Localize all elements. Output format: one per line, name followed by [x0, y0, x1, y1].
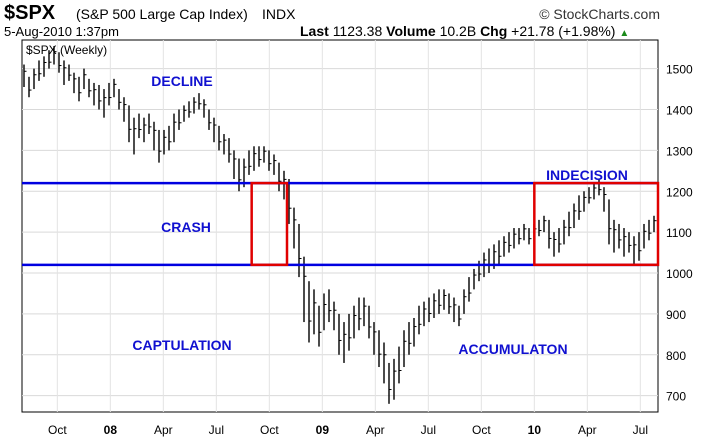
volume-value: 10.2B: [439, 23, 477, 39]
y-tick-label: 1400: [666, 103, 693, 117]
plot-frame: [21, 39, 659, 413]
y-axis: 700 800 900 1000 1100 1200 1300 1400 1500: [666, 63, 693, 404]
y-tick-label: 1300: [666, 144, 693, 158]
x-tick-label: Jul: [209, 423, 224, 437]
quote-line: Last 1123.38 Volume 10.2B Chg +21.78 (+1…: [300, 23, 629, 39]
annotation-label: INDECISION: [546, 167, 628, 183]
y-tick-label: 700: [666, 390, 686, 404]
exchange-label: INDX: [262, 6, 296, 22]
annotation-label: CRASH: [161, 219, 211, 235]
highlight-box: [250, 181, 289, 267]
y-tick-label: 1100: [666, 226, 692, 240]
grid-lines: [22, 40, 658, 412]
x-tick-label: Apr: [154, 423, 173, 437]
chg-label: Chg: [480, 23, 508, 39]
last-label: Last: [300, 23, 329, 39]
x-tick-label: Oct: [48, 423, 67, 437]
y-tick-label: 1200: [666, 185, 693, 199]
y-tick-label: 1500: [666, 63, 693, 77]
x-tick-label: Oct: [472, 423, 491, 437]
index-name: (S&P 500 Large Cap Index): [76, 6, 248, 22]
x-tick-label: 10: [528, 423, 542, 437]
volume-label: Volume: [386, 23, 436, 39]
annotation-label: CAPTULATION: [132, 337, 231, 353]
chart-header: $SPX (S&P 500 Large Cap Index) INDX © St…: [0, 0, 720, 40]
annotation-label: ACCUMULATON: [458, 341, 567, 357]
x-tick-label: Jul: [633, 423, 648, 437]
price-bars: [23, 46, 657, 404]
x-tick-label: Apr: [366, 423, 385, 437]
y-tick-label: 800: [666, 349, 686, 363]
y-tick-label: 900: [666, 308, 686, 322]
highlight-box: [533, 181, 660, 267]
annotation-overlay: DECLINE CRASH CAPTULATION ACCUMULATON INDECI…: [22, 73, 660, 357]
x-tick-label: Oct: [260, 423, 279, 437]
series-label: $SPX (Weekly): [26, 43, 107, 57]
y-tick-label: 1000: [666, 267, 693, 281]
up-triangle-icon: ▲: [619, 28, 630, 39]
x-tick-label: Jul: [421, 423, 436, 437]
x-tick-label: Apr: [578, 423, 597, 437]
x-tick-label: 09: [316, 423, 330, 437]
quote-date: 5-Aug-2010 1:37pm: [4, 24, 119, 39]
ticker-symbol: $SPX: [4, 2, 56, 24]
x-tick-label: 08: [104, 423, 118, 437]
annotation-label: DECLINE: [151, 73, 212, 89]
x-axis: Oct 08 Apr Jul Oct 09 Apr Jul Oct 10 Apr Jul: [48, 423, 648, 437]
chg-value: +21.78 (+1.98%): [511, 23, 616, 39]
last-value: 1123.38: [332, 23, 383, 39]
brand-label[interactable]: © StockCharts.com: [539, 6, 660, 22]
